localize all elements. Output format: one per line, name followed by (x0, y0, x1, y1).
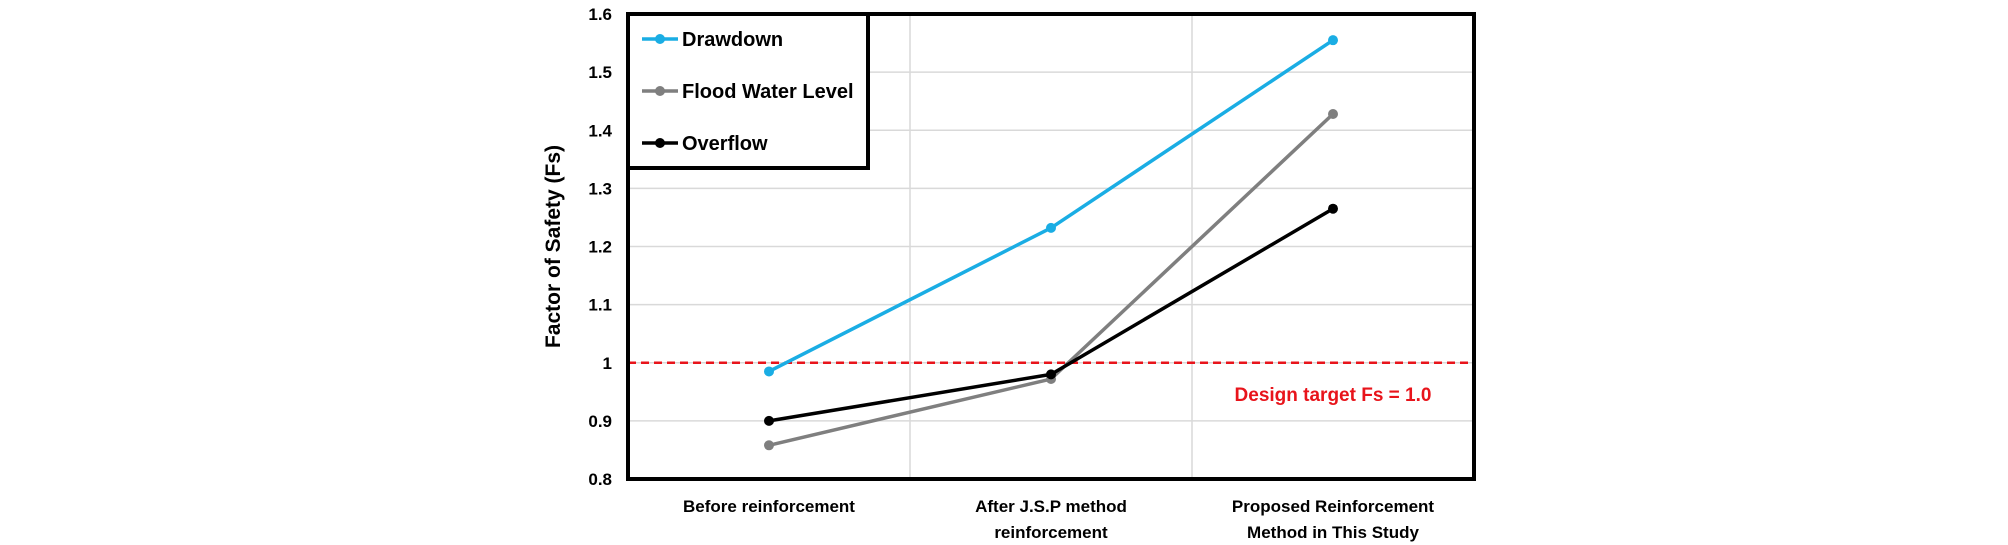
data-point-flood-water-level (764, 440, 774, 451)
reference-line-group: Design target Fs = 1.0 (628, 361, 1474, 406)
y-tick-label: 1.2 (588, 238, 612, 257)
y-tick-label: 0.9 (588, 412, 612, 431)
plot-area-frame (626, 12, 1476, 481)
data-point-flood-water-level (1328, 108, 1338, 119)
y-tick-label: 1.5 (588, 63, 612, 82)
legend-marker-overflow (655, 138, 665, 148)
y-tick-label: 0.8 (588, 470, 612, 489)
y-tick-label: 1.4 (588, 121, 612, 140)
data-point-overflow (1046, 369, 1056, 380)
data-point-overflow (764, 415, 774, 426)
legend-marker-drawdown (655, 34, 665, 44)
data-point-drawdown (1328, 35, 1338, 46)
x-tick-label: Proposed Reinforcement Method in This Stu… (1232, 497, 1434, 542)
legend-label-flood-water-level: Flood Water Level (682, 81, 854, 103)
x-tick-label: Before reinforcement (683, 497, 855, 516)
series-group (764, 35, 1338, 451)
design-target-label: Design target Fs = 1.0 (1235, 385, 1432, 406)
y-tick-label: 1.1 (588, 296, 612, 315)
y-tick-label: 1 (603, 354, 612, 373)
legend-label-drawdown: Drawdown (682, 29, 783, 51)
data-point-drawdown (764, 366, 774, 377)
y-axis-title: Factor of Safety (Fs) (542, 145, 565, 348)
legend-marker-flood-water-level (655, 86, 665, 96)
y-tick-label: 1.6 (588, 5, 612, 24)
y-tick-label: 1.3 (588, 179, 612, 198)
x-axis-ticks: Before reinforcement After J.S.P method re… (683, 497, 1434, 542)
x-tick-label: After J.S.P method reinforcement (975, 497, 1127, 542)
data-point-drawdown (1046, 222, 1056, 233)
data-point-overflow (1328, 203, 1338, 214)
y-axis-ticks: 0.8 0.9 1 1.1 1.2 1.3 1.4 1.5 1.6 (588, 5, 612, 489)
legend-label-overflow: Overflow (682, 133, 768, 155)
legend: Drawdown Flood Water Level Overflow (626, 12, 870, 170)
